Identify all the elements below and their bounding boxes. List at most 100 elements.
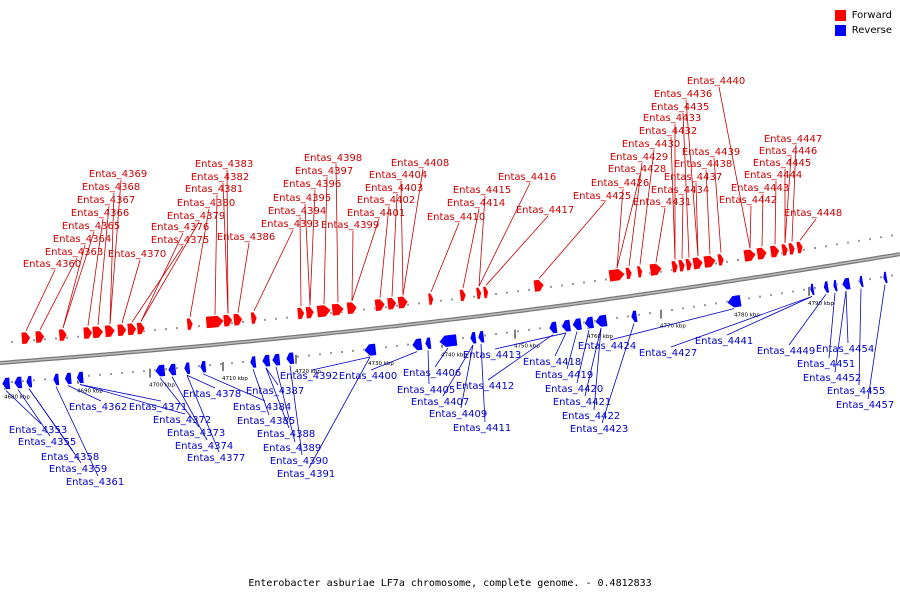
legend: Forward Reverse bbox=[834, 8, 892, 38]
gene-label: Entas_4380 bbox=[177, 198, 235, 209]
axis-tick-label: 4780 kbp bbox=[734, 313, 760, 319]
axis-tick-label: 4700 kbp bbox=[149, 383, 175, 389]
reverse-gene-4 bbox=[64, 371, 73, 385]
reverse-gene-11 bbox=[261, 354, 271, 368]
gene-connector bbox=[616, 174, 641, 268]
gene-connector bbox=[140, 232, 184, 322]
legend-reverse-label: Reverse bbox=[851, 25, 892, 36]
gene-connector bbox=[681, 195, 684, 259]
gene-label: Entas_4429 bbox=[610, 152, 668, 163]
gene-label: Entas_4427 bbox=[639, 348, 697, 359]
gene-connector bbox=[670, 136, 676, 260]
gene-label: Entas_4440 bbox=[687, 76, 745, 87]
forward-gene-23 bbox=[458, 288, 467, 302]
forward-gene-35 bbox=[702, 254, 717, 269]
gene-connector bbox=[628, 162, 643, 267]
gene-connector bbox=[685, 99, 699, 257]
gene-label: Entas_4374 bbox=[175, 441, 233, 452]
gene-connector bbox=[867, 284, 886, 400]
reverse-gene-30 bbox=[841, 277, 852, 291]
gene-label: Entas_4444 bbox=[744, 170, 802, 181]
backbone-highlight bbox=[0, 253, 900, 364]
gene-connector bbox=[335, 163, 339, 303]
gene-connector bbox=[253, 229, 294, 312]
axis-tick-label: 4730 kbp bbox=[368, 361, 394, 367]
gene-label: Entas_4384 bbox=[233, 402, 291, 413]
gene-label: Entas_4417 bbox=[516, 205, 574, 216]
gene-label: Entas_4377 bbox=[187, 453, 245, 464]
gene-connector bbox=[171, 376, 208, 441]
gene-connector bbox=[308, 356, 371, 469]
forward-swatch bbox=[834, 10, 846, 21]
reverse-gene-0 bbox=[1, 376, 11, 390]
gene-label: Entas_4428 bbox=[608, 164, 666, 175]
gene-connector bbox=[639, 149, 655, 265]
gene-connector bbox=[478, 182, 531, 287]
gene-label: Entas_4379 bbox=[167, 211, 225, 222]
gene-connector bbox=[121, 259, 141, 324]
gene-label: Entas_4378 bbox=[183, 389, 241, 400]
reverse-gene-2 bbox=[25, 375, 33, 389]
reverse-gene-26 bbox=[726, 294, 743, 309]
gene-connector bbox=[761, 193, 764, 247]
gene-connector bbox=[554, 332, 567, 357]
gene-label: Entas_4455 bbox=[827, 386, 885, 397]
gene-connector bbox=[858, 288, 862, 386]
gene-label: Entas_4371 bbox=[129, 402, 187, 413]
gene-label: Entas_4436 bbox=[654, 89, 712, 100]
gene-connector bbox=[442, 344, 474, 397]
gene-connector bbox=[791, 144, 797, 242]
gene-label: Entas_4411 bbox=[453, 423, 511, 434]
gene-connector bbox=[609, 308, 735, 341]
reverse-gene-13 bbox=[285, 351, 295, 365]
gene-label: Entas_4382 bbox=[191, 172, 249, 183]
forward-gene-3 bbox=[82, 326, 93, 340]
forward-gene-25 bbox=[482, 286, 489, 299]
gene-connector bbox=[726, 296, 813, 336]
gene-connector bbox=[705, 169, 711, 255]
gene-connector bbox=[79, 384, 186, 415]
gene-label: Entas_4368 bbox=[82, 182, 140, 193]
gene-label: Entas_4419 bbox=[535, 370, 593, 381]
forward-gene-21 bbox=[397, 295, 409, 310]
gene-label: Entas_4401 bbox=[347, 208, 405, 219]
gene-label: Entas_4404 bbox=[369, 170, 427, 181]
gene-label: Entas_4426 bbox=[591, 178, 649, 189]
forward-gene-34 bbox=[691, 256, 704, 271]
forward-gene-20 bbox=[386, 297, 397, 311]
reverse-gene-9 bbox=[199, 360, 207, 374]
gene-label: Entas_4448 bbox=[784, 208, 842, 219]
gene-label: Entas_4420 bbox=[545, 384, 603, 395]
gene-label: Entas_4416 bbox=[498, 172, 556, 183]
gene-label: Entas_4373 bbox=[167, 428, 225, 439]
gene-label: Entas_4438 bbox=[674, 159, 732, 170]
gene-connector bbox=[485, 215, 549, 286]
gene-connector bbox=[379, 205, 390, 298]
gene-label: Entas_4363 bbox=[45, 247, 103, 258]
forward-gene-27 bbox=[607, 268, 626, 283]
forward-gene-13 bbox=[250, 311, 258, 325]
gene-label: Entas_4439 bbox=[682, 147, 740, 158]
reverse-gene-12 bbox=[271, 353, 281, 367]
gene-connector bbox=[214, 194, 218, 315]
gene-label: Entas_4393 bbox=[261, 219, 319, 230]
gene-label: Entas_4414 bbox=[447, 198, 505, 209]
gene-connector bbox=[226, 169, 229, 314]
gene-connector bbox=[5, 390, 42, 425]
gene-label: Entas_4395 bbox=[273, 193, 331, 204]
gene-label: Entas_4437 bbox=[664, 172, 722, 183]
gene-label: Entas_4367 bbox=[77, 195, 135, 206]
gene-label: Entas_4391 bbox=[277, 469, 335, 480]
forward-gene-6 bbox=[116, 323, 127, 337]
reverse-gene-18 bbox=[469, 331, 478, 345]
gene-connector bbox=[351, 230, 354, 301]
reverse-gene-31 bbox=[858, 274, 865, 288]
gene-label: Entas_4403 bbox=[365, 183, 423, 194]
reverse-gene-7 bbox=[167, 362, 177, 376]
gene-label: Entas_4405 bbox=[397, 385, 455, 396]
gene-label: Entas_4451 bbox=[797, 359, 855, 370]
gene-connector bbox=[391, 193, 398, 297]
gene-connector bbox=[478, 195, 486, 287]
